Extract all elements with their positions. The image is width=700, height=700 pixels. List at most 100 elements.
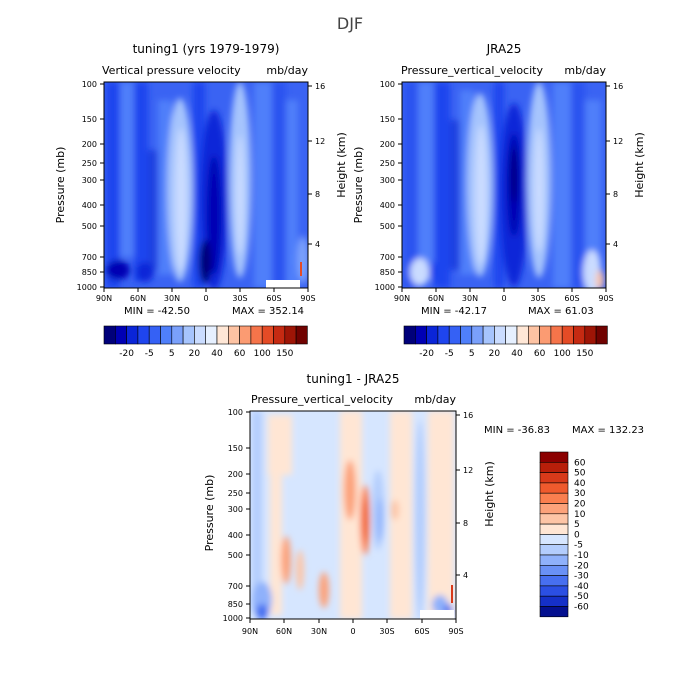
colorbar-swatch: [539, 544, 569, 556]
colorbar-label: 20: [189, 349, 201, 359]
colorbar-swatch: [539, 585, 569, 597]
colorbar-label: 20: [489, 349, 501, 359]
colorbar-swatch: [539, 472, 569, 484]
tick-label: 700: [380, 253, 395, 262]
colorbar-swatch: [261, 325, 274, 345]
panel-jra25-colorbar: -20 -5 5 20 40 60 100 150: [403, 325, 608, 359]
tick-label: 100: [380, 80, 395, 89]
colorbar-label: 60: [534, 349, 546, 359]
tick-label: 4: [613, 240, 618, 249]
tick-label: 12: [315, 137, 325, 146]
tick-label: 60S: [414, 627, 429, 636]
colorbar-label: 10: [574, 510, 586, 520]
colorbar-label: -5: [574, 541, 583, 551]
tick-label: 0: [203, 294, 208, 303]
panel-jra25-units: mb/day: [564, 64, 606, 77]
colorbar-swatch: [216, 325, 229, 345]
colorbar-label: -30: [574, 572, 589, 582]
panel-jra25-subtitle: Pressure_vertical_velocity: [401, 64, 543, 77]
colorbar-label: 40: [574, 479, 586, 489]
tick-label: 150: [380, 115, 395, 124]
tick-label: 850: [380, 268, 395, 277]
colorbar-swatch: [516, 325, 529, 345]
colorbar-label: -5: [145, 349, 154, 359]
colorbar-swatch: [148, 325, 161, 345]
tick-label: 90N: [96, 294, 112, 303]
colorbar-swatch: [550, 325, 563, 345]
tick-label: 4: [315, 240, 320, 249]
colorbar-swatch: [539, 523, 569, 535]
colorbar-swatch: [103, 325, 116, 345]
tick-label: 30S: [530, 294, 545, 303]
colorbar-swatch: [539, 575, 569, 587]
tick-label: 30S: [379, 627, 394, 636]
tick-label: 60S: [266, 294, 281, 303]
tick-label: 90S: [448, 627, 463, 636]
colorbar-label: 0: [574, 530, 580, 540]
tick-label: 90S: [300, 294, 315, 303]
tick-label: 850: [82, 268, 97, 277]
colorbar-swatch: [194, 325, 206, 345]
tick-label: 60S: [564, 294, 579, 303]
tick-label: 16: [315, 82, 325, 91]
tick-label: 90N: [242, 627, 258, 636]
tick-label: 1000: [77, 283, 97, 292]
colorbar-swatch: [539, 606, 569, 618]
colorbar-swatch: [584, 325, 597, 345]
panel-jra25-ylabel: Pressure (mb): [352, 147, 365, 224]
tick-label: 90N: [394, 294, 410, 303]
colorbar-label: -40: [574, 582, 589, 592]
colorbar-swatch: [471, 325, 484, 345]
colorbar-swatch: [403, 325, 416, 345]
colorbar-label: 60: [574, 458, 586, 468]
panel-tuning1-axes: 100 150 200 250 300 400 500 700 850 1000…: [77, 80, 326, 303]
colorbar-label: 150: [276, 349, 293, 359]
colorbar-label: 150: [576, 349, 593, 359]
tick-label: 30S: [232, 294, 247, 303]
panel-tuning1-ylabel: Pressure (mb): [54, 147, 67, 224]
colorbar-label: -5: [445, 349, 454, 359]
colorbar-swatch: [137, 325, 150, 345]
panel-diff-units: mb/day: [414, 393, 456, 406]
panel-tuning1-plot: [104, 82, 308, 288]
colorbar-swatch: [239, 325, 252, 345]
figure-title: DJF: [337, 14, 363, 33]
panel-diff-plot: [250, 411, 456, 619]
colorbar-label: 20: [574, 500, 586, 510]
tick-label: 0: [350, 627, 355, 636]
tick-label: 1000: [223, 614, 243, 623]
colorbar-label: -20: [574, 561, 589, 571]
tick-label: 250: [228, 489, 243, 498]
tick-label: 200: [380, 140, 395, 149]
tick-label: 30N: [311, 627, 327, 636]
colorbar-label: 30: [574, 489, 586, 499]
tick-label: 90S: [598, 294, 613, 303]
panel-tuning1-colorbar: -20 -5 5 20 40 60 100 150: [103, 325, 308, 359]
tick-label: 0: [501, 294, 506, 303]
tick-label: 30N: [462, 294, 478, 303]
tick-label: 400: [82, 201, 97, 210]
colorbar-swatch: [273, 325, 286, 345]
colorbar-swatch: [182, 325, 195, 345]
colorbar-label: 60: [234, 349, 246, 359]
tick-label: 200: [82, 140, 97, 149]
tick-label: 8: [613, 190, 618, 199]
colorbar-swatch: [573, 325, 586, 345]
tick-label: 400: [228, 531, 243, 540]
colorbar-label: 100: [254, 349, 271, 359]
colorbar-swatch: [228, 325, 240, 345]
colorbar-swatch: [539, 461, 569, 473]
panel-tuning1-title: tuning1 (yrs 1979-1979): [133, 42, 280, 56]
tick-label: 250: [380, 159, 395, 168]
tick-label: 250: [82, 159, 97, 168]
panel-jra25-max: MAX = 61.03: [528, 306, 594, 317]
panel-tuning1-units: mb/day: [266, 64, 308, 77]
panel-jra25-axes: 100 150 200 250 300 400 500 700 850 1000…: [375, 80, 624, 303]
tick-label: 300: [228, 505, 243, 514]
colorbar-label: 5: [469, 349, 475, 359]
colorbar-swatch: [437, 325, 450, 345]
tick-label: 150: [82, 115, 97, 124]
tick-label: 300: [380, 176, 395, 185]
